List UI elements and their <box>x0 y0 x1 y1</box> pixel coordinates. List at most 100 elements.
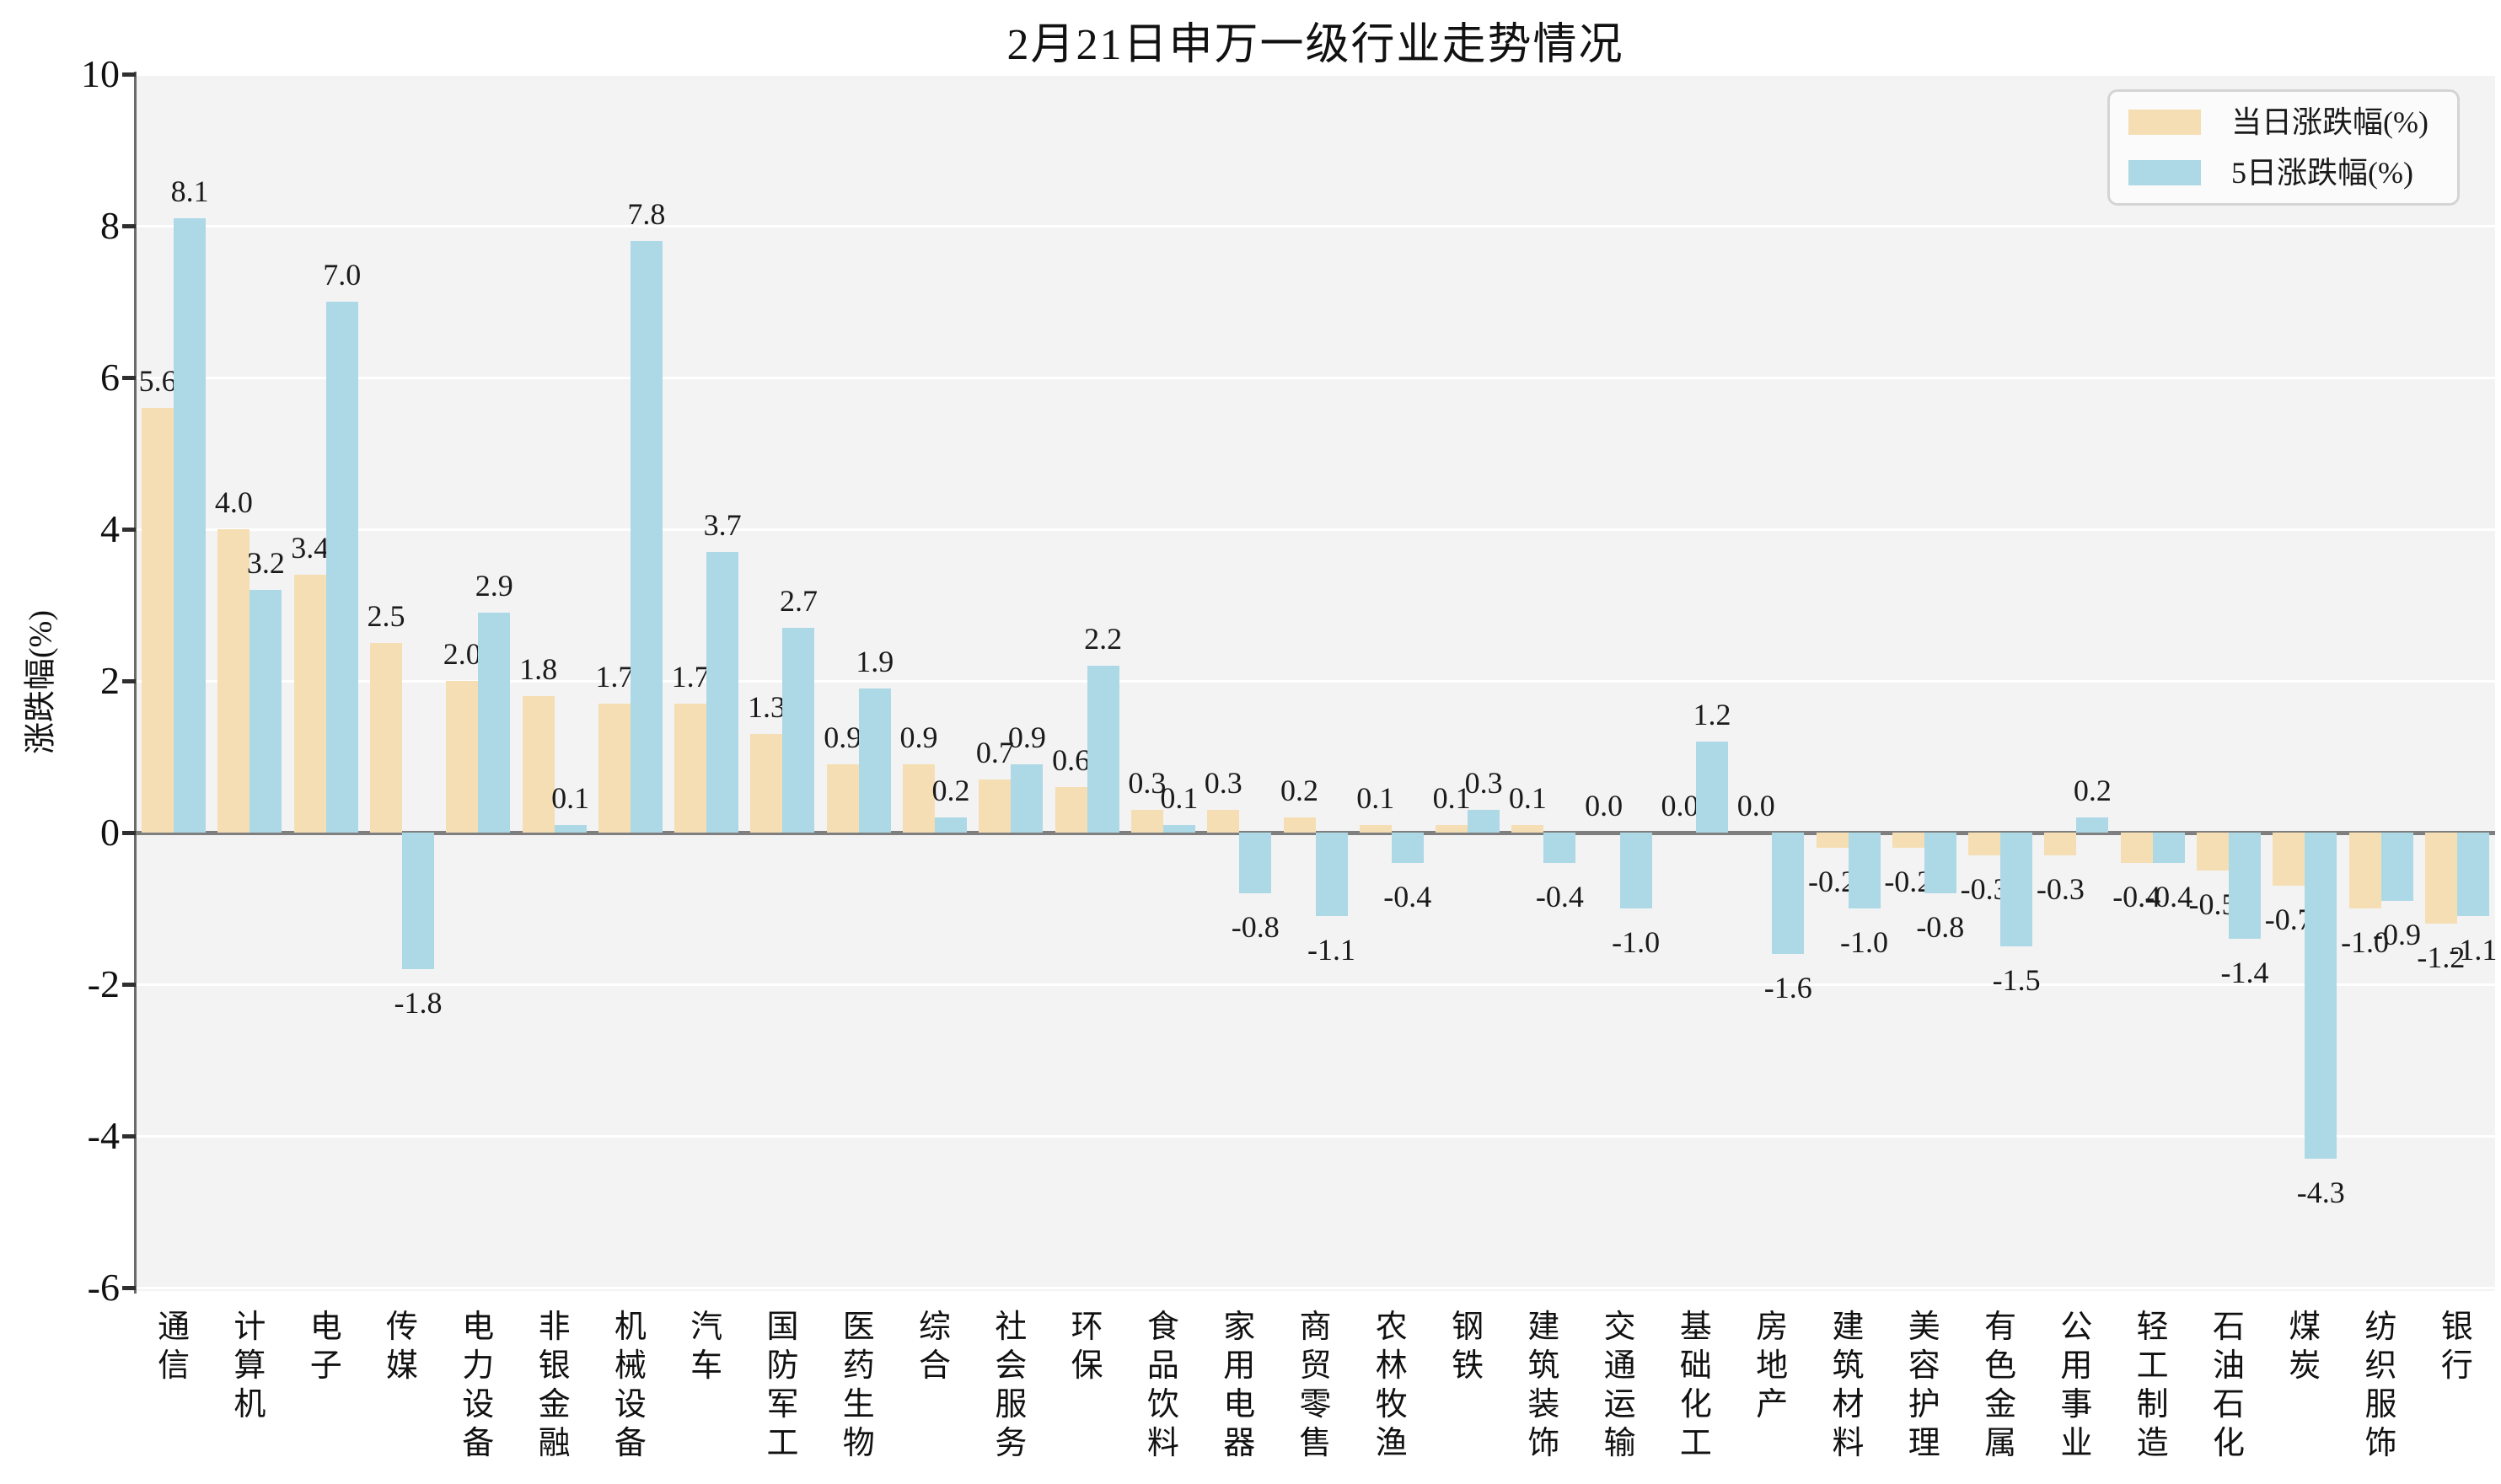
bar-daily-change <box>446 681 479 833</box>
x-tick-label: 通信 <box>158 1310 191 1384</box>
bar-5day-change <box>325 302 358 833</box>
bar-value-label: -1.8 <box>394 986 443 1020</box>
bar-5day-change <box>1848 833 1881 908</box>
bar-value-label: 0.2 <box>931 774 970 807</box>
bar-value-label: 2.9 <box>475 569 513 603</box>
bar-5day-change <box>2228 833 2261 939</box>
x-tick-label: 电子 <box>309 1310 342 1384</box>
x-tick-label: 煤炭 <box>2289 1310 2321 1384</box>
bar-5day-change <box>706 552 739 833</box>
bar-daily-change <box>826 764 859 833</box>
bar-5day-change <box>1162 825 1195 833</box>
grid-line <box>136 376 2495 379</box>
bar-value-label: 0.3 <box>1128 766 1167 800</box>
bar-value-label: 0.2 <box>1280 774 1318 807</box>
bar-5day-change <box>2076 817 2109 833</box>
bar-value-label: 3.2 <box>246 546 285 580</box>
bar-value-label: -0.4 <box>1383 880 1432 913</box>
bar-value-label: -0.4 <box>2112 880 2161 913</box>
grid-line <box>136 528 2495 531</box>
bar-5day-change <box>174 218 207 833</box>
bar-value-label: -0.8 <box>1916 910 1965 944</box>
bar-value-label: 0.0 <box>1661 789 1699 822</box>
x-tick-label: 房地产 <box>1756 1310 1789 1422</box>
y-tick-mark <box>122 1285 136 1290</box>
x-tick-label: 综合 <box>919 1310 952 1384</box>
bar-value-label: -1.2 <box>2417 940 2466 974</box>
x-tick-label: 基础化工 <box>1679 1310 1712 1461</box>
bar-5day-change <box>2305 833 2337 1159</box>
bar-value-label: -1.0 <box>1612 925 1661 959</box>
bar-daily-change <box>142 408 174 833</box>
y-tick-mark <box>122 830 136 835</box>
bar-5day-change <box>858 688 891 833</box>
bar-value-label: 1.7 <box>595 660 634 694</box>
bar-value-label: 3.7 <box>703 508 742 542</box>
x-tick-label: 有色金属 <box>1984 1310 2017 1461</box>
y-tick-label: 4 <box>100 507 120 550</box>
bar-value-label: -0.9 <box>2373 918 2422 951</box>
bar-value-label: -1.0 <box>1840 925 1889 959</box>
x-tick-label: 银行 <box>2440 1310 2473 1384</box>
bar-5day-change <box>1924 833 1956 893</box>
y-tick-label: 2 <box>100 659 120 702</box>
x-tick-label: 汽车 <box>690 1310 723 1384</box>
legend-color-swatch <box>2128 110 2201 135</box>
bar-daily-change <box>1207 810 1240 833</box>
y-tick-mark <box>122 375 136 380</box>
bar-daily-change <box>598 704 631 833</box>
x-tick-label: 交通运输 <box>1603 1310 1636 1461</box>
bar-daily-change <box>2424 833 2457 924</box>
x-tick-label: 钢铁 <box>1452 1310 1484 1384</box>
bar-5day-change <box>1543 833 1576 863</box>
x-tick-label: 建筑装饰 <box>1527 1310 1560 1461</box>
bar-5day-change <box>630 241 663 833</box>
bar-daily-change <box>293 575 326 833</box>
y-tick-mark <box>122 1133 136 1138</box>
x-tick-label: 食品饮料 <box>1146 1310 1179 1461</box>
bar-daily-change <box>522 696 555 833</box>
bar-5day-change <box>1011 764 1044 833</box>
bar-5day-change <box>1468 810 1500 833</box>
bar-5day-change <box>1391 833 1424 863</box>
y-tick-label: -4 <box>87 1114 120 1157</box>
grid-line <box>136 224 2495 228</box>
x-tick-label: 农林牧渔 <box>1375 1310 1408 1461</box>
bar-5day-change <box>554 825 587 833</box>
bar-daily-change <box>2196 833 2229 871</box>
x-tick-label: 机械设备 <box>614 1310 647 1461</box>
bar-5day-change <box>478 613 511 833</box>
x-tick-label: 计算机 <box>233 1310 266 1422</box>
bar-daily-change <box>1359 825 1392 833</box>
bar-5day-change <box>2152 833 2185 863</box>
bar-5day-change <box>402 833 435 969</box>
bar-value-label: 0.3 <box>1204 766 1242 800</box>
legend-color-swatch <box>2128 160 2201 185</box>
bar-value-label: -1.1 <box>1307 933 1355 967</box>
x-tick-label: 纺织服饰 <box>2364 1310 2397 1461</box>
bar-value-label: 0.9 <box>1007 721 1046 754</box>
legend-item: 当日涨跌幅(%) <box>2128 105 2439 139</box>
x-tick-label: 传媒 <box>386 1310 419 1384</box>
bar-value-label: 7.0 <box>323 258 362 292</box>
bar-daily-change <box>217 529 250 833</box>
legend-label: 5日涨跌幅(%) <box>2231 156 2413 190</box>
bar-daily-change <box>2348 833 2381 908</box>
y-tick-label: 8 <box>100 204 120 247</box>
bar-value-label: 5.6 <box>138 364 177 398</box>
x-tick-label: 石油石化 <box>2212 1310 2245 1461</box>
bar-value-label: 0.2 <box>2073 774 2112 807</box>
bar-daily-change <box>674 704 707 833</box>
bar-daily-change <box>1892 833 1924 848</box>
bar-daily-change <box>979 780 1012 833</box>
bar-5day-change <box>1619 833 1652 908</box>
bar-value-label: 1.7 <box>671 660 710 694</box>
y-tick-label: 0 <box>100 811 120 854</box>
y-tick-label: 6 <box>100 356 120 399</box>
bar-value-label: 0.7 <box>975 736 1014 769</box>
bar-value-label: 2.2 <box>1084 622 1123 656</box>
bar-value-label: 2.5 <box>367 599 405 633</box>
x-tick-label: 非银金融 <box>538 1310 571 1461</box>
legend-item: 5日涨跌幅(%) <box>2128 156 2439 190</box>
